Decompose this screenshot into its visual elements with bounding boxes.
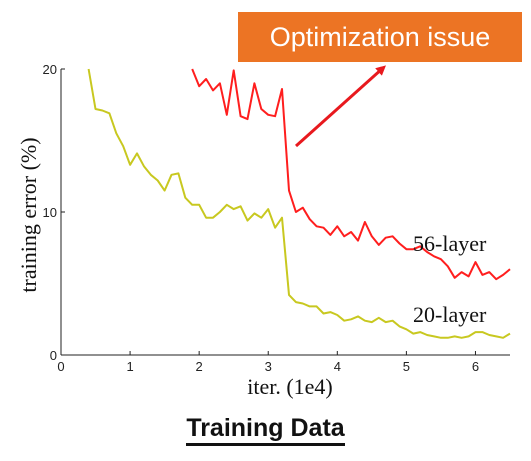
y-axis-title: training error (%) bbox=[16, 137, 41, 292]
y-tick-label: 20 bbox=[43, 62, 57, 77]
x-axis-title: iter. (1e4) bbox=[247, 374, 333, 399]
training-data-caption: Training Data bbox=[0, 414, 531, 446]
x-tick-label: 3 bbox=[265, 359, 272, 374]
x-tick-label: 6 bbox=[472, 359, 479, 374]
y-tick-label: 10 bbox=[43, 205, 57, 220]
x-tick-label: 1 bbox=[126, 359, 133, 374]
series-layer bbox=[87, 68, 511, 339]
x-tick-label: 0 bbox=[57, 359, 64, 374]
series-line-56-layer bbox=[191, 68, 511, 281]
x-tick-label: 2 bbox=[196, 359, 203, 374]
caption-text: Training Data bbox=[186, 414, 345, 446]
y-tick-label: 0 bbox=[50, 348, 57, 363]
series-label-56-layer: 56-layer bbox=[413, 231, 487, 256]
series-line-20-layer bbox=[87, 68, 511, 339]
series-label-20-layer: 20-layer bbox=[413, 302, 487, 327]
x-tick-label: 4 bbox=[334, 359, 341, 374]
callout-arrow bbox=[294, 65, 386, 148]
optimization-issue-callout: Optimization issue bbox=[238, 12, 522, 62]
x-tick-label: 5 bbox=[403, 359, 410, 374]
tick-group: 0 1 2 3 4 5 6 0 10 20 bbox=[43, 62, 480, 374]
